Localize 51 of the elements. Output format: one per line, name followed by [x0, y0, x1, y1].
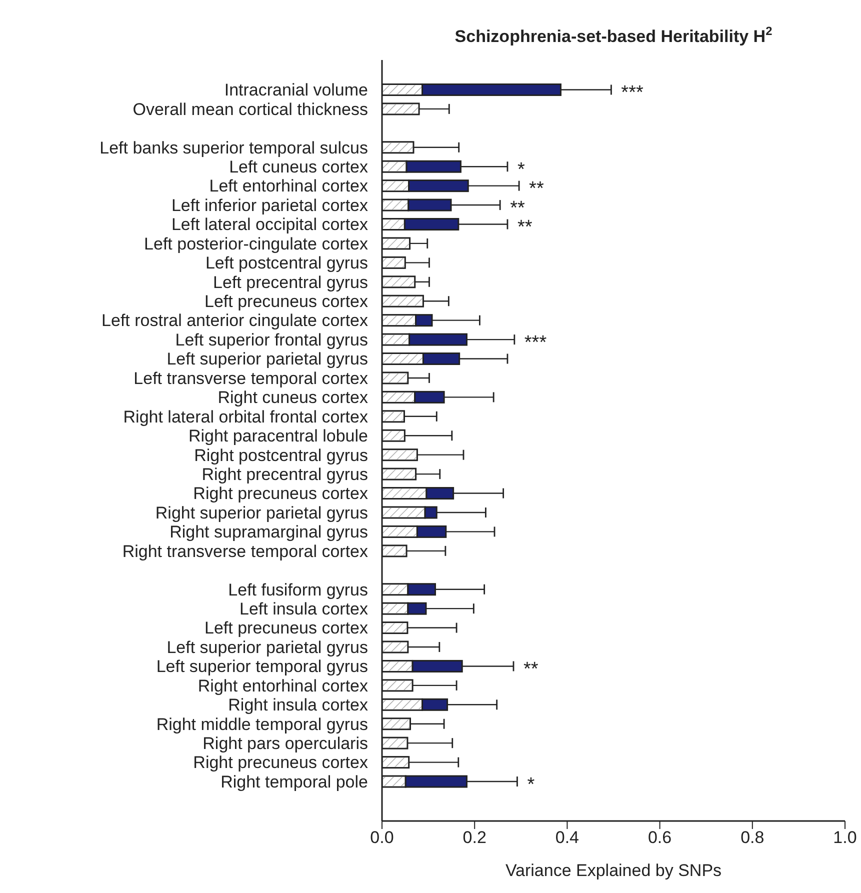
- y-tick-label: Left precuneus cortex: [204, 292, 368, 312]
- chart-title: Schizophrenia-set-based Heritability H$^{2}$: [454, 24, 773, 46]
- annotation: **: [517, 217, 533, 238]
- y-tick-label: Right middle temporal gyrus: [156, 714, 368, 734]
- x-tick-label: 0.4: [555, 828, 580, 848]
- annotation: **: [529, 178, 544, 200]
- annotation: ***: [621, 82, 644, 104]
- y-tick-label: Left superior parietal gyrus: [166, 638, 368, 657]
- y-tick-label: Right precentral gyrus: [202, 464, 368, 484]
- y-tick-label: Left entorhinal cortex: [209, 176, 368, 196]
- y-tick-label: Left superior parietal gyrus: [166, 350, 368, 369]
- y-tick-label: Right pars opercularis: [202, 734, 368, 753]
- y-tick-label: Left inferior parietal cortex: [171, 196, 368, 215]
- annotation: **: [510, 198, 526, 219]
- x-axis-title: Variance Explained by SNPs: [505, 861, 722, 880]
- y-tick-label: Left transverse temporal cortex: [134, 368, 368, 388]
- y-tick-label: Right superior parietal gyrus: [155, 503, 368, 522]
- y-tick-label: Intracranial volume: [224, 80, 368, 100]
- y-tick-label: Left banks superior temporal sulcus: [100, 138, 368, 158]
- y-tick-label: Right precuneus cortex: [193, 484, 368, 504]
- annotation: ***: [524, 332, 548, 354]
- annotation: *: [517, 159, 526, 180]
- y-tick-label: Left precuneus cortex: [204, 618, 368, 638]
- y-tick-label: Left postcentral gyrus: [205, 254, 368, 273]
- y-tick-label: Left fusiform gyrus: [228, 580, 368, 600]
- y-tick-label: Left posterior-cingulate cortex: [144, 234, 368, 254]
- x-tick-label: 0.8: [740, 828, 764, 848]
- x-tick-label: 0.2: [462, 828, 486, 848]
- y-tick-label: Right insula cortex: [228, 696, 368, 715]
- y-tick-label: Left insula cortex: [239, 599, 368, 618]
- annotation: **: [523, 659, 539, 680]
- y-tick-label: Right precuneus cortex: [193, 753, 368, 772]
- annotation: *: [527, 774, 536, 796]
- y-tick-label: Left lateral occipital cortex: [171, 215, 368, 234]
- y-tick-label: Right cuneus cortex: [218, 388, 368, 408]
- y-tick-label: Left cuneus cortex: [229, 158, 368, 177]
- y-tick-label: Left precentral gyrus: [213, 272, 368, 292]
- y-tick-label: Right postcentral gyrus: [194, 446, 368, 465]
- y-tick-label: Left superior frontal gyrus: [175, 330, 368, 350]
- x-tick-label: 1.0: [833, 828, 857, 848]
- y-tick-label: Right paracentral lobule: [188, 426, 368, 446]
- y-tick-label: Right transverse temporal cortex: [122, 542, 368, 561]
- y-tick-label: Right temporal pole: [220, 772, 368, 792]
- y-tick-label: Left superior temporal gyrus: [156, 657, 368, 676]
- y-tick-label: Overall mean cortical thickness: [132, 100, 368, 119]
- x-tick-label: 0.6: [648, 828, 672, 848]
- y-tick-label: Right supramarginal gyrus: [170, 522, 368, 542]
- y-tick-label: Left rostral anterior cingulate cortex: [102, 311, 368, 330]
- x-tick-label: 0.0: [370, 828, 394, 848]
- y-tick-label: Right entorhinal cortex: [198, 676, 368, 696]
- y-tick-label: Right lateral orbital frontal cortex: [123, 407, 368, 426]
